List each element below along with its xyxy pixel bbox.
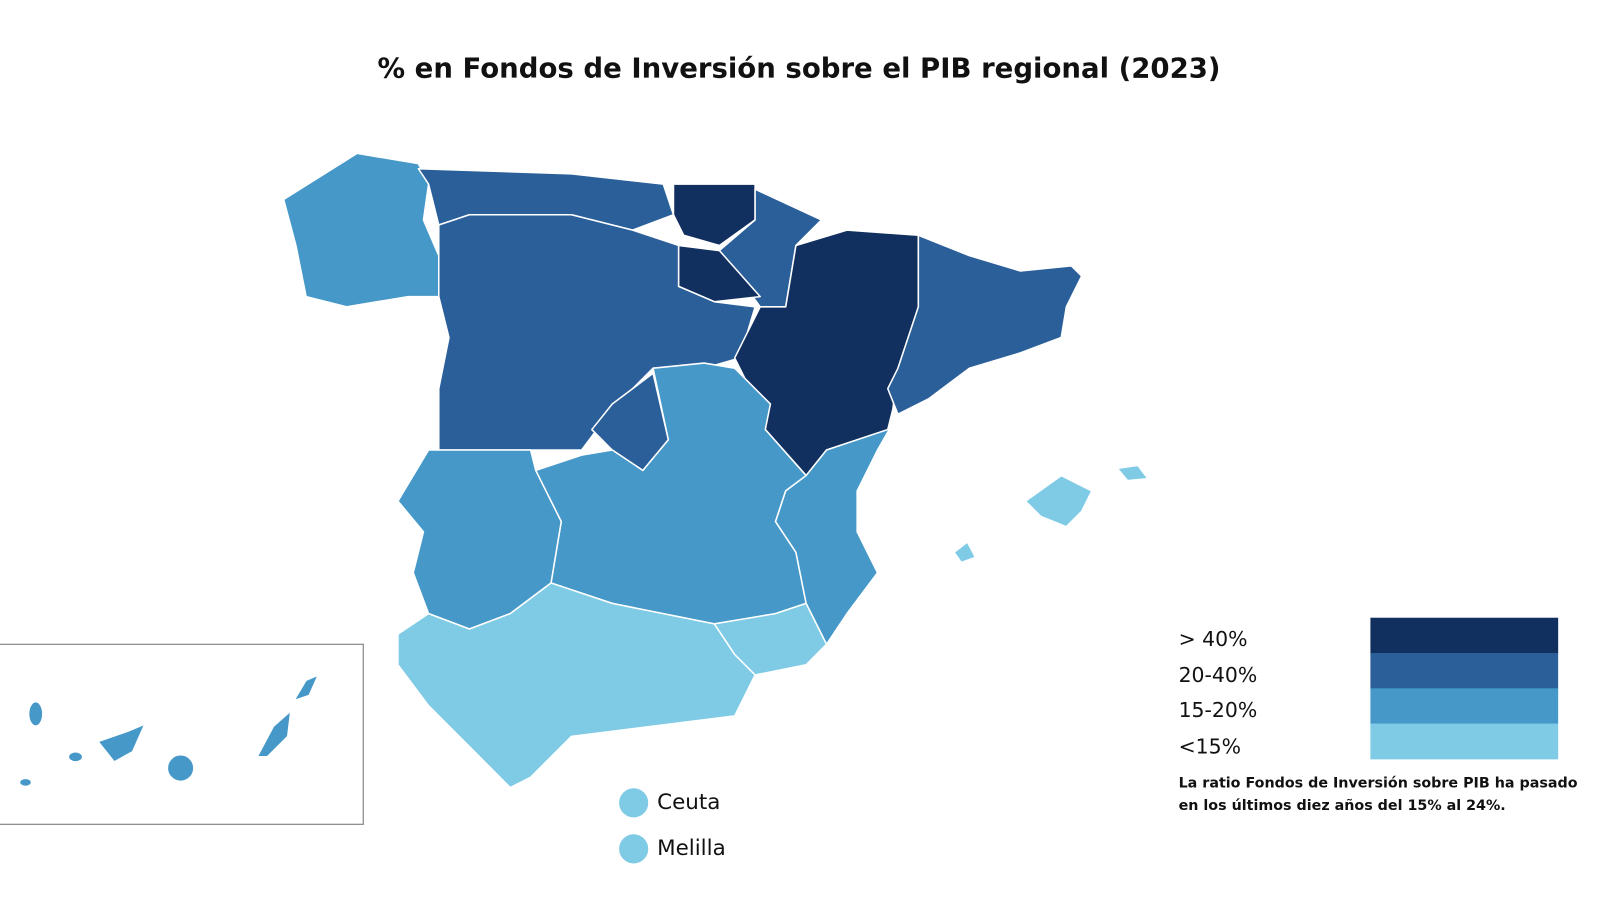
region xyxy=(256,710,292,758)
legend-label: <15% xyxy=(1179,735,1241,759)
legend-label: 20-40% xyxy=(1179,663,1258,687)
map-label: Melilla xyxy=(657,836,726,861)
region xyxy=(1116,464,1149,482)
legend-swatch xyxy=(1370,653,1559,689)
note: La ratio Fondos de Inversión sobre PIB h… xyxy=(1179,775,1578,791)
region xyxy=(67,750,84,763)
legend-label: > 40% xyxy=(1179,627,1248,651)
legend-label: 15-20% xyxy=(1179,698,1258,722)
canarias-inset xyxy=(0,643,364,825)
legend-swatch xyxy=(1370,617,1559,654)
region xyxy=(1024,474,1093,528)
region xyxy=(27,700,44,727)
melilla-marker xyxy=(617,832,650,865)
map-label: Ceuta xyxy=(657,790,720,815)
legend-swatch xyxy=(1370,723,1559,760)
legend-swatch xyxy=(1370,688,1559,725)
region xyxy=(293,674,320,702)
region xyxy=(97,723,146,763)
ceuta-marker xyxy=(617,786,650,819)
region xyxy=(282,152,440,308)
map-title: % en Fondos de Inversión sobre el PIB re… xyxy=(377,52,1220,85)
region xyxy=(953,541,977,564)
canarias xyxy=(18,674,320,788)
note: en los últimos diez años del 15% al 24%. xyxy=(1179,798,1506,814)
region xyxy=(18,777,33,788)
legend: > 40% 20-40% 15-20% <15% xyxy=(1179,617,1559,760)
region xyxy=(397,582,756,789)
region xyxy=(672,183,756,247)
region xyxy=(166,754,195,783)
spain-map xyxy=(282,152,1149,789)
region xyxy=(886,234,1083,415)
